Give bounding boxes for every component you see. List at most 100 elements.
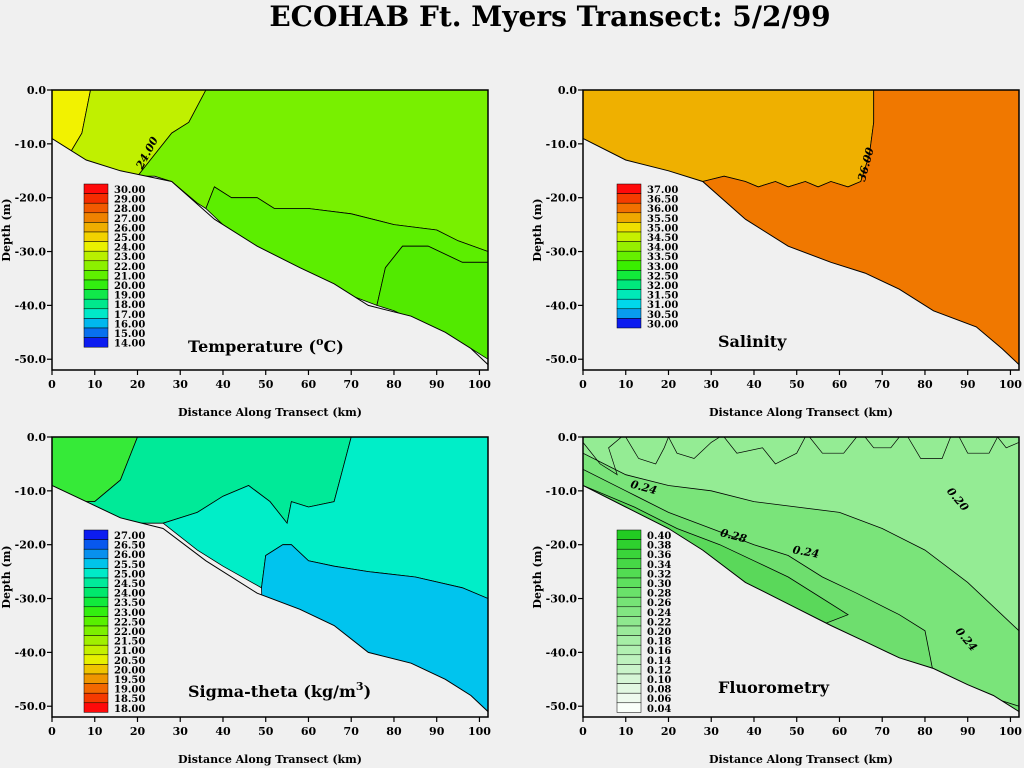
y-tick-label: 0.0 bbox=[27, 431, 46, 444]
seabed-line bbox=[583, 485, 1019, 713]
legend-swatch bbox=[83, 212, 109, 223]
legend-swatch bbox=[83, 625, 109, 636]
legend-swatch bbox=[83, 673, 109, 684]
legend-label: 21.00 bbox=[114, 646, 145, 657]
contour-line-7 bbox=[907, 437, 951, 459]
chart-panel-4: 0.24 0.200.280.240.240.0-10.0-20.0-30.0-4… bbox=[531, 431, 1022, 766]
contour-line-1 bbox=[583, 437, 622, 476]
chart-title: Fluorometry bbox=[718, 678, 830, 697]
legend-swatch bbox=[83, 539, 109, 550]
legend-label: 0.36 bbox=[647, 550, 671, 561]
legend-label: 0.24 bbox=[647, 608, 671, 619]
y-tick-label: -30.0 bbox=[546, 246, 578, 259]
y-tick-label: -10.0 bbox=[15, 485, 47, 498]
x-tick-label: 70 bbox=[344, 725, 360, 738]
x-tick-label: 100 bbox=[999, 378, 1022, 391]
x-axis-label: Distance Along Transect (km) bbox=[178, 406, 362, 419]
x-tick-label: 50 bbox=[258, 725, 274, 738]
chart-title: Temperature (oC) bbox=[188, 335, 344, 356]
x-tick-label: 70 bbox=[875, 725, 891, 738]
legend-label: 24.50 bbox=[114, 579, 145, 590]
legend-swatch bbox=[83, 270, 109, 281]
legend-swatch bbox=[83, 616, 109, 627]
plot-frame bbox=[582, 89, 1020, 371]
legend-label: 33.00 bbox=[647, 262, 678, 273]
x-tick-label: 0 bbox=[579, 378, 587, 391]
legend-label: 22.50 bbox=[114, 617, 145, 628]
legend-swatch bbox=[616, 625, 642, 636]
contour-line-6 bbox=[864, 437, 900, 449]
legend-swatch bbox=[83, 241, 109, 252]
legend-swatch bbox=[616, 616, 642, 627]
legend-swatch bbox=[616, 270, 642, 281]
x-tick-label: 40 bbox=[746, 378, 762, 391]
legend-swatch bbox=[83, 318, 109, 329]
legend-label: 20.00 bbox=[114, 281, 145, 292]
plot-area: 24.00 bbox=[52, 90, 488, 370]
legend-swatch bbox=[83, 183, 109, 194]
x-tick-label: 50 bbox=[258, 378, 274, 391]
legend-label: 19.00 bbox=[114, 291, 145, 302]
legend-label: 31.50 bbox=[647, 291, 678, 302]
plot-frame bbox=[582, 436, 1020, 718]
y-tick-label: -30.0 bbox=[15, 246, 47, 259]
legend-swatch bbox=[83, 654, 109, 665]
legend-swatch bbox=[616, 683, 642, 694]
legend-swatch bbox=[83, 644, 109, 656]
contour-line-4 bbox=[723, 437, 806, 465]
legend-label: 30.00 bbox=[647, 319, 678, 330]
x-tick-label: 90 bbox=[429, 725, 445, 738]
legend-swatch bbox=[83, 279, 109, 290]
x-tick-label: 100 bbox=[999, 725, 1022, 738]
legend-swatch bbox=[83, 664, 109, 675]
chart-panel-1: 24.00 0.0 -10.0 -20.0 -30.0 -40.0 -50.00 10 20 30… bbox=[0, 84, 491, 419]
y-tick-label: 0.0 bbox=[558, 84, 577, 97]
y-tick-label: -40.0 bbox=[15, 299, 47, 312]
legend-swatch bbox=[83, 568, 109, 579]
legend-label: 36.50 bbox=[647, 195, 678, 206]
legend-swatch bbox=[616, 529, 642, 540]
x-tick-label: 40 bbox=[746, 725, 762, 738]
legend-swatch bbox=[83, 596, 109, 608]
y-tick-label: -50.0 bbox=[546, 353, 578, 366]
x-tick-label: 80 bbox=[917, 378, 933, 391]
legend-swatch bbox=[616, 568, 642, 579]
legend-swatch bbox=[83, 635, 109, 646]
legend-swatch bbox=[616, 193, 642, 204]
legend-swatch bbox=[83, 692, 109, 704]
y-tick-label: -10.0 bbox=[15, 138, 47, 151]
legend-swatch bbox=[616, 183, 642, 194]
y-tick-label: -20.0 bbox=[15, 192, 47, 205]
x-tick-label: 10 bbox=[618, 378, 634, 391]
legend-swatch bbox=[616, 692, 642, 704]
x-tick-label: 10 bbox=[618, 725, 634, 738]
legend-swatch bbox=[83, 193, 109, 204]
legend-label: 30.50 bbox=[647, 310, 678, 321]
legend-label: 0.10 bbox=[647, 675, 671, 686]
legend-swatch bbox=[616, 318, 642, 329]
legend-label: 25.00 bbox=[114, 233, 145, 244]
legend-swatch bbox=[616, 231, 642, 242]
legend-swatch bbox=[83, 683, 109, 694]
contour-line-5 bbox=[809, 437, 857, 454]
x-axis-label: Distance Along Transect (km) bbox=[709, 406, 893, 419]
legend-label: 29.00 bbox=[114, 195, 145, 206]
y-tick-label: -10.0 bbox=[546, 485, 578, 498]
legend-swatch bbox=[83, 308, 109, 319]
legend-label: 32.50 bbox=[647, 271, 678, 282]
x-tick-label: 70 bbox=[875, 378, 891, 391]
y-axis-label: Depth (m) bbox=[0, 198, 13, 261]
y-tick-label: -50.0 bbox=[15, 353, 47, 366]
chart-panel-3: 0.0 -10.0 -20.0 -30.0 -40.0 -50.00 10 20 30 40 50 6… bbox=[0, 431, 491, 766]
y-tick-label: -20.0 bbox=[546, 539, 578, 552]
x-tick-label: 60 bbox=[301, 378, 317, 391]
legend-swatch bbox=[83, 298, 109, 310]
legend-label: 0.06 bbox=[647, 694, 671, 705]
legend-swatch bbox=[616, 289, 642, 300]
x-tick-label: 50 bbox=[789, 378, 805, 391]
legend-label: 19.00 bbox=[114, 685, 145, 696]
legend-swatch bbox=[616, 644, 642, 656]
y-tick-label: 0.0 bbox=[558, 431, 577, 444]
legend-label: 0.14 bbox=[647, 656, 671, 667]
legend-label: 33.50 bbox=[647, 252, 678, 263]
